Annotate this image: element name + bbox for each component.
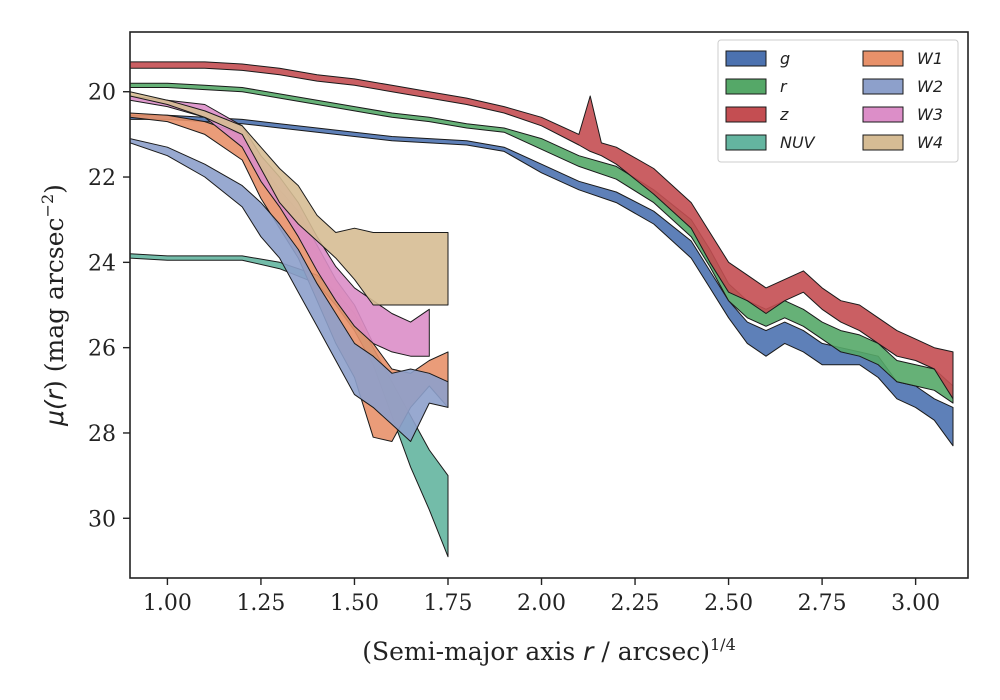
x-tick-label: 2.50 (704, 591, 753, 616)
x-tick-label: 1.50 (330, 591, 379, 616)
legend-swatch (725, 106, 767, 123)
legend-item: z (725, 105, 789, 124)
legend-swatch (725, 78, 767, 95)
y-axis-label: μ(r) (mag arcsec−2) (38, 184, 69, 427)
legend-swatch (862, 134, 904, 151)
series-band-W2 (130, 138, 449, 442)
plot-frame (129, 31, 969, 579)
legend-item: NUV (725, 133, 816, 152)
x-tick-label: 1.75 (423, 591, 472, 616)
legend-item: W4 (862, 133, 943, 152)
legend-box (717, 39, 959, 163)
x-tick-label: 1.25 (236, 591, 285, 616)
x-tick-label: 3.00 (891, 591, 940, 616)
x-tick-label: 1.00 (143, 591, 192, 616)
series-band-z (130, 61, 954, 400)
legend-label: z (779, 105, 789, 124)
legend-swatch (725, 134, 767, 151)
x-axis-label: (Semi-major axis r / arcsec)1/4 (362, 635, 736, 666)
y-tick-label: 30 (88, 507, 116, 532)
legend-label: NUV (780, 133, 816, 152)
y-tick-label: 20 (88, 81, 116, 106)
plot-area (130, 61, 954, 558)
x-axis: 1.00 1.25 1.50 1.75 2.00 2.25 2.50 2.75 3.00 (143, 578, 940, 616)
legend-swatch (725, 50, 767, 67)
legend-label: r (780, 77, 788, 96)
x-tick-label: 2.00 (517, 591, 566, 616)
x-tick-label: 2.75 (798, 591, 847, 616)
series-band-g (130, 114, 954, 447)
y-axis: 20 22 24 26 28 30 (88, 81, 130, 532)
legend-swatch (862, 50, 904, 67)
y-tick-label: 28 (88, 422, 116, 447)
y-tick-label: 24 (88, 251, 116, 276)
y-tick-label: 26 (88, 337, 116, 362)
legend-label: W1 (917, 49, 943, 68)
legend-label: W3 (917, 105, 943, 124)
legend-label: W2 (917, 77, 943, 96)
legend-item: g (725, 49, 790, 68)
y-tick-label: 22 (88, 166, 116, 191)
legend-label: W4 (917, 133, 943, 152)
legend-label: g (780, 49, 790, 68)
series-band-W4 (130, 91, 449, 306)
legend-item: W2 (862, 77, 943, 96)
series-band-r (130, 82, 954, 404)
legend-item: W1 (862, 49, 943, 68)
x-tick-label: 2.25 (611, 591, 660, 616)
legend-item: r (725, 77, 788, 96)
legend-swatch (862, 78, 904, 95)
legend-swatch (862, 106, 904, 123)
legend: grz NUV W1 W2 W3 W4 (717, 39, 959, 163)
legend-item: W3 (862, 105, 943, 124)
